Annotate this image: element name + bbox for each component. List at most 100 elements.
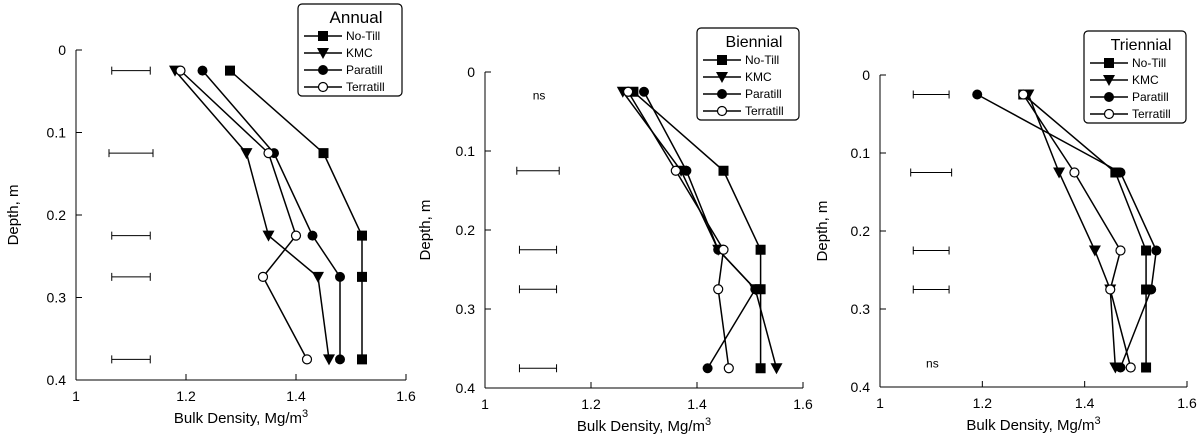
x-tick-label: 1.4 <box>687 396 707 412</box>
x-tick-label: 1.4 <box>1075 395 1095 411</box>
x-tick-label: 1.2 <box>973 395 993 411</box>
data-point <box>713 284 724 295</box>
data-point <box>1141 362 1152 373</box>
data-point <box>755 363 766 374</box>
legend-label: KMC <box>346 46 373 60</box>
x-axis-title: Bulk Density, Mg/m3 <box>174 408 308 427</box>
data-point <box>1053 167 1066 179</box>
legend-label: Paratill <box>1132 90 1169 104</box>
lsd-error-bar <box>518 364 558 373</box>
y-tick-label: 0.3 <box>456 301 476 317</box>
y-tick-label: 0 <box>862 67 870 83</box>
data-point <box>225 65 235 76</box>
data-point <box>1115 362 1126 373</box>
data-point <box>335 354 345 365</box>
x-axis-title: Bulk Density, Mg/m3 <box>577 416 711 435</box>
chart-panel-3: 1 1.2 1.4 1.6 0 0.1 0.2 0.3 0.4 Bulk Density, Mg/… <box>814 30 1197 434</box>
data-point <box>240 148 253 160</box>
data-point <box>1115 167 1126 178</box>
data-point <box>1069 167 1080 178</box>
series-kmc <box>616 86 783 375</box>
data-point <box>639 86 649 97</box>
legend-label: KMC <box>745 70 772 84</box>
data-point <box>175 65 186 76</box>
series-line <box>201 70 341 360</box>
data-point <box>628 86 639 97</box>
legend-label: No-Till <box>745 53 779 67</box>
series-line <box>229 70 363 360</box>
series-terratill <box>1018 89 1136 373</box>
legend-label: Terratill <box>745 104 784 118</box>
y-axis-title: Depth, m <box>814 201 831 262</box>
y-tick-label: 0.1 <box>851 145 871 161</box>
data-point <box>1110 167 1121 178</box>
data-point <box>1125 362 1136 373</box>
series-kmc <box>169 65 335 366</box>
legend-marker <box>717 55 727 65</box>
legend-marker <box>717 89 727 99</box>
legend-title: Biennial <box>726 34 783 51</box>
lsd-error-bar <box>912 90 950 99</box>
data-point <box>312 271 324 283</box>
legend-marker <box>318 65 328 75</box>
x-tick-label: 1 <box>72 388 80 404</box>
x-tick-label: 1 <box>481 396 489 412</box>
series-line <box>1022 93 1147 368</box>
x-axis-title-text: Bulk Density, Mg/m <box>966 417 1094 434</box>
lsd-error-bar <box>111 355 151 364</box>
series-line <box>643 91 757 369</box>
legend-marker <box>716 105 728 117</box>
x-tick-label: 1.4 <box>286 388 306 404</box>
data-point <box>357 354 367 365</box>
lsd-error-bar <box>111 231 151 240</box>
data-point <box>770 363 783 375</box>
data-point <box>1105 284 1116 295</box>
data-point <box>681 165 692 176</box>
lsd-error-bar <box>518 285 558 294</box>
series-paratill <box>639 86 761 374</box>
data-point <box>323 354 335 366</box>
legend-label: Paratill <box>745 87 782 101</box>
legend-label: Paratill <box>346 63 383 77</box>
series-no-till <box>1018 89 1152 373</box>
series-line <box>627 91 730 369</box>
lsd-error-bar <box>910 168 953 177</box>
lsd-error-bar <box>108 149 154 158</box>
y-axis-title: Depth, m <box>417 200 434 261</box>
data-point <box>755 244 766 255</box>
y-tick-label: 0.4 <box>851 379 871 395</box>
lsd-error-bar <box>111 272 151 281</box>
y-tick-label: 0.3 <box>851 301 871 317</box>
y-tick-label: 0 <box>467 64 475 80</box>
data-point <box>1088 245 1101 257</box>
y-tick-label: 0.1 <box>47 125 67 141</box>
chart-panel-1: 1 1.2 1.4 1.6 0 0.1 0.2 0.3 0.4 Bulk Density, Mg/… <box>5 3 416 427</box>
legend-label: KMC <box>1132 73 1159 87</box>
legend-label: No-Till <box>346 29 380 43</box>
data-point <box>1151 245 1162 256</box>
ns-annotation: ns <box>926 357 939 371</box>
legend-marker <box>317 81 329 93</box>
legend-marker <box>318 31 328 41</box>
lsd-error-bar <box>111 66 151 75</box>
x-tick-label: 1.2 <box>176 388 196 404</box>
lsd-error-bar <box>912 246 950 255</box>
legend-marker <box>1104 92 1114 102</box>
series-paratill <box>197 65 345 365</box>
y-tick-label: 0 <box>58 42 66 58</box>
data-point <box>670 165 681 176</box>
y-tick-label: 0.2 <box>456 222 476 238</box>
x-axis-title-superscript: 3 <box>1094 415 1100 427</box>
y-axis-title: Depth, m <box>5 185 22 246</box>
legend-marker <box>1104 58 1114 68</box>
data-point <box>357 271 367 282</box>
chart-panel-2: 1 1.2 1.4 1.6 0 0.1 0.2 0.3 0.4 Bulk Density, Mg/… <box>417 27 813 435</box>
series-line <box>179 70 308 360</box>
legend-marker <box>716 72 728 83</box>
data-point <box>702 363 713 374</box>
data-point <box>290 230 302 241</box>
series-no-till <box>628 86 766 374</box>
x-tick-label: 1 <box>876 395 884 411</box>
legend-marker <box>317 48 329 59</box>
